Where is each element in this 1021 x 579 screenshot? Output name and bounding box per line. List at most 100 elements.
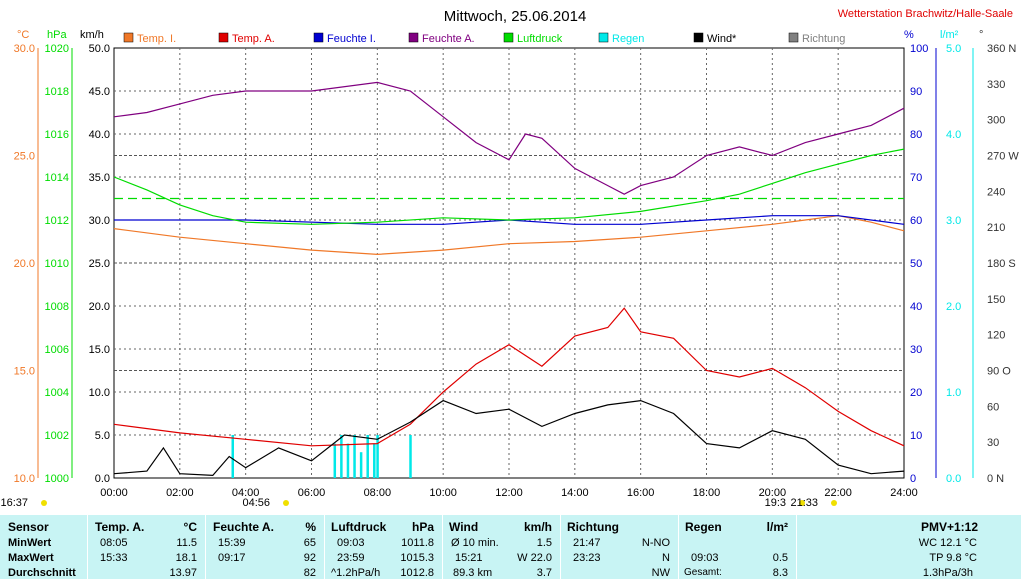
temp-a-avg: 13.97 bbox=[169, 567, 197, 579]
richtung-time-2: 23:23 bbox=[573, 552, 601, 564]
legend-swatch bbox=[788, 32, 799, 43]
row-label-min: MinWert bbox=[8, 537, 52, 549]
tick-label-direction: 210 bbox=[987, 222, 1005, 234]
temp-a-min-time: 08:05 bbox=[100, 537, 128, 549]
tick-label-rain: 4.0 bbox=[946, 129, 961, 141]
rain-bar bbox=[353, 435, 356, 478]
tick-label-direction: 270 W bbox=[987, 151, 1019, 163]
rain-bar bbox=[340, 435, 343, 478]
regen-total: 8.3 bbox=[772, 567, 788, 579]
unit-humidity: % bbox=[904, 29, 914, 41]
tick-label-pressure: 1000 bbox=[45, 473, 69, 485]
luftdruck-avg: 1012.8 bbox=[400, 567, 434, 579]
tick-label-wind: 10.0 bbox=[89, 387, 110, 399]
tick-label-humidity: 20 bbox=[910, 387, 922, 399]
feuchte-a-max-time: 09:17 bbox=[218, 552, 246, 564]
tick-label-pressure: 1006 bbox=[45, 344, 69, 356]
tick-label-time: 18:00 bbox=[693, 487, 721, 499]
tick-label-rain: 1.0 bbox=[946, 387, 961, 399]
tick-label-pressure: 1012 bbox=[45, 215, 69, 227]
tick-label-time: 14:00 bbox=[561, 487, 589, 499]
series-line-wind bbox=[113, 399, 905, 477]
station-name: Wetterstation Brachwitz/Halle-Saale bbox=[838, 8, 1013, 20]
row-label-avg: Durchschnitt bbox=[8, 567, 76, 579]
richtung-value-3: NW bbox=[651, 567, 670, 579]
unit-direction: ° bbox=[979, 29, 983, 41]
tick-label-time: 10:00 bbox=[429, 487, 457, 499]
tick-label-time: 06:00 bbox=[298, 487, 326, 499]
tick-label-temp: 15.0 bbox=[14, 366, 35, 378]
statistics-panel: Sensor MinWert MaxWert Durchschnitt Temp… bbox=[0, 515, 1021, 579]
unit-wind: km/h bbox=[80, 29, 104, 41]
wind-distance: 89.3 km bbox=[453, 567, 493, 579]
weather-chart: Mittwoch, 25.06.2014 Wetterstation Brach… bbox=[0, 8, 1020, 509]
rain-bar bbox=[366, 435, 369, 478]
tick-label-pressure: 1004 bbox=[45, 387, 69, 399]
tick-label-rain: 3.0 bbox=[946, 215, 961, 227]
regen-unit: l/m² bbox=[766, 520, 788, 534]
tick-label-wind: 30.0 bbox=[89, 215, 110, 227]
tick-label-time: 20:00 bbox=[759, 487, 787, 499]
tick-label-direction: 360 N bbox=[987, 43, 1016, 55]
stats-col-sensor: Sensor MinWert MaxWert Durchschnitt bbox=[0, 515, 87, 579]
luftdruck-min: 1011.8 bbox=[401, 537, 434, 549]
luftdruck-min-time: 09:03 bbox=[337, 537, 365, 549]
feuchte-a-max: 92 bbox=[303, 552, 316, 564]
richtung-header: Richtung bbox=[567, 520, 619, 534]
tick-label-wind: 40.0 bbox=[89, 129, 110, 141]
rain-bar bbox=[359, 452, 363, 478]
sun-marker-label: 16:37 bbox=[0, 497, 28, 509]
rain-bar bbox=[346, 443, 350, 478]
tick-label-wind: 45.0 bbox=[89, 86, 110, 98]
legend-label: Wind* bbox=[707, 33, 737, 45]
tick-label-temp: 25.0 bbox=[14, 151, 35, 163]
legend-swatch bbox=[408, 32, 419, 43]
tick-label-rain: 0.0 bbox=[946, 473, 961, 485]
tick-label-humidity: 70 bbox=[910, 172, 922, 184]
tick-label-humidity: 100 bbox=[910, 43, 928, 55]
wind-unit: km/h bbox=[523, 520, 552, 534]
sun-marker-dot bbox=[283, 500, 289, 506]
wind-avg: 3.7 bbox=[536, 567, 552, 579]
chart-title: Mittwoch, 25.06.2014 bbox=[444, 8, 587, 25]
tick-label-time: 00:00 bbox=[100, 487, 128, 499]
legend-swatch bbox=[598, 32, 609, 43]
tick-label-direction: 240 bbox=[987, 186, 1005, 198]
sun-marker-dot bbox=[831, 500, 837, 506]
series-line-feuchte-i bbox=[114, 215, 905, 225]
sun-marker-label: 19:3 bbox=[765, 497, 786, 509]
tick-label-pressure: 1018 bbox=[45, 86, 69, 98]
feuchte-a-min-time: 15:39 bbox=[218, 537, 246, 549]
series-line-temp-a bbox=[113, 307, 905, 447]
stats-divider bbox=[324, 515, 325, 579]
legend-label: Feuchte I. bbox=[327, 33, 376, 45]
tick-label-direction: 150 bbox=[987, 294, 1005, 306]
wind-max-time: 15:21 bbox=[455, 552, 483, 564]
tick-label-humidity: 30 bbox=[910, 344, 922, 356]
sun-marker-dot bbox=[799, 500, 805, 506]
tick-label-wind: 20.0 bbox=[89, 301, 110, 313]
stats-divider bbox=[796, 515, 797, 579]
rain-bar bbox=[333, 443, 337, 478]
wind-max: W 22.0 bbox=[517, 552, 552, 564]
temp-a-unit: °C bbox=[183, 520, 197, 534]
tick-label-time: 22:00 bbox=[824, 487, 852, 499]
sun-marker-label: 21:33 bbox=[790, 497, 818, 509]
feuchte-a-min: 65 bbox=[303, 537, 316, 549]
luftdruck-max-time: 23:59 bbox=[337, 552, 365, 564]
tick-label-wind: 0.0 bbox=[95, 473, 110, 485]
tick-label-pressure: 1010 bbox=[45, 258, 69, 270]
legend-swatch bbox=[503, 32, 514, 43]
tick-label-humidity: 40 bbox=[910, 301, 922, 313]
feuchte-a-header: Feuchte A. bbox=[213, 520, 274, 534]
tick-label-wind: 5.0 bbox=[95, 430, 110, 442]
tick-label-wind: 50.0 bbox=[89, 43, 110, 55]
tick-label-pressure: 1020 bbox=[45, 43, 69, 55]
rain-bar bbox=[231, 435, 234, 478]
tick-label-direction: 90 O bbox=[987, 366, 1011, 378]
regen-header: Regen bbox=[685, 520, 722, 534]
luftdruck-trend: ^1.2hPa/h bbox=[331, 567, 381, 579]
stats-col-temp-a: Temp. A. °C 08:05 15:33 11.5 18.1 13.97 bbox=[88, 515, 205, 579]
stats-col-pmv: PMV+1:12 WC 12.1 °C TP 9.8 °C 1.3hPa/3h bbox=[797, 515, 1021, 579]
luftdruck-max: 1015.3 bbox=[400, 552, 434, 564]
